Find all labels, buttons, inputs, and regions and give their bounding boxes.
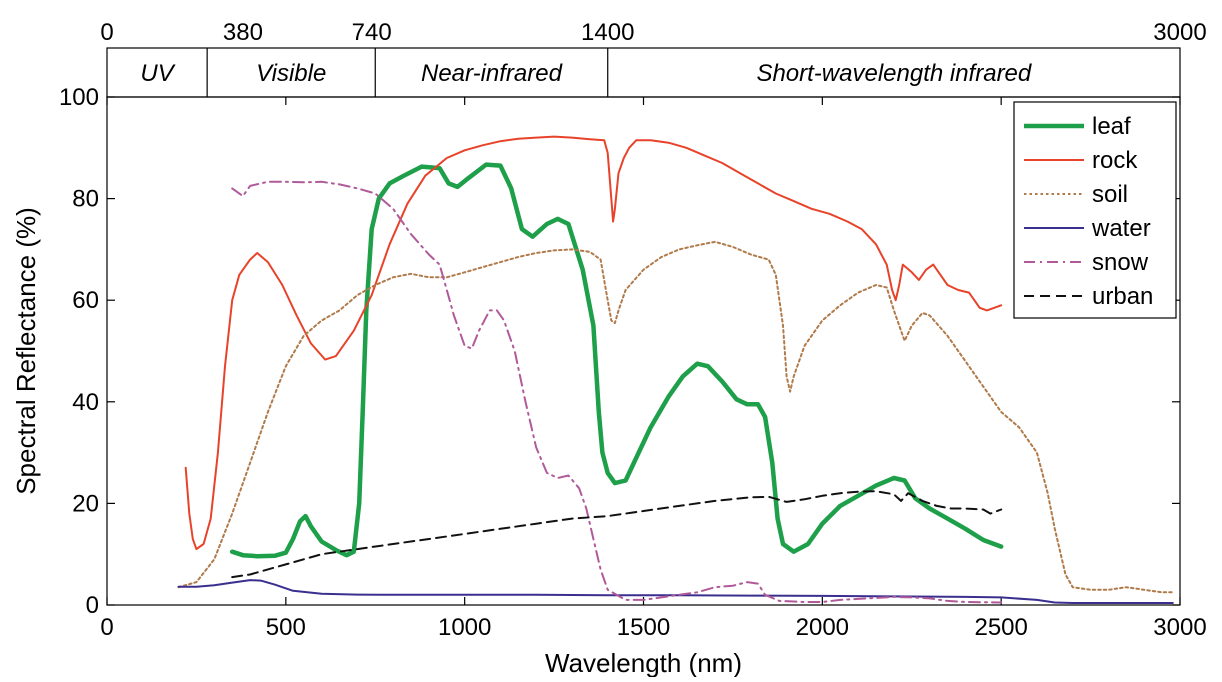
x-axis-label: Wavelength (nm) bbox=[545, 648, 742, 677]
series-line-rock bbox=[184, 135, 1003, 551]
axes: Spectral Reflectance (%) Wavelength (nm)… bbox=[11, 84, 1207, 678]
y-tick-label: 80 bbox=[72, 186, 99, 213]
legend-box bbox=[1013, 101, 1177, 319]
y-tick-label: 20 bbox=[72, 490, 99, 517]
y-tick-label: 60 bbox=[72, 287, 99, 314]
series-line-water bbox=[177, 579, 1174, 604]
x-tick-label: 3000 bbox=[1153, 614, 1206, 641]
legend-label-leaf: leaf bbox=[1092, 113, 1131, 140]
series-line-snow bbox=[231, 180, 1003, 604]
top-tick-label: 1400 bbox=[581, 19, 634, 46]
series-lines bbox=[177, 135, 1174, 604]
top-tick-label: 380 bbox=[223, 19, 263, 46]
x-tick-label: 1000 bbox=[438, 614, 491, 641]
y-tick-label: 40 bbox=[72, 389, 99, 416]
series-line-urban bbox=[231, 490, 1003, 579]
y-tick-label: 100 bbox=[59, 84, 99, 111]
x-tick-label: 0 bbox=[100, 614, 113, 641]
y-tick-label: 0 bbox=[86, 592, 99, 619]
legend-label-water: water bbox=[1091, 215, 1151, 242]
top-axis: 0 380 740 1400 3000 UV Visible Near-infrared Sho… bbox=[100, 19, 1207, 97]
legend-label-snow: snow bbox=[1092, 249, 1149, 276]
legend: leaf rock soil water snow urban bbox=[1013, 101, 1177, 319]
region-label-uv: UV bbox=[140, 60, 175, 87]
legend-label-soil: soil bbox=[1092, 181, 1128, 208]
y-axis-label: Spectral Reflectance (%) bbox=[11, 207, 41, 495]
legend-label-urban: urban bbox=[1092, 283, 1153, 310]
x-tick-label: 2000 bbox=[796, 614, 849, 641]
top-tick-label: 0 bbox=[100, 19, 113, 46]
legend-label-rock: rock bbox=[1092, 147, 1138, 174]
series-line-leaf bbox=[229, 162, 1004, 559]
x-tick-label: 500 bbox=[266, 614, 306, 641]
region-label-short-wavelength-infrared: Short-wavelength infrared bbox=[756, 60, 1031, 87]
top-tick-label: 740 bbox=[352, 19, 392, 46]
x-tick-label: 2500 bbox=[974, 614, 1027, 641]
series-line-soil bbox=[177, 240, 1174, 594]
x-tick-label: 1500 bbox=[617, 614, 670, 641]
region-label-visible: Visible bbox=[256, 60, 326, 87]
region-label-near-infrared: Near-infrared bbox=[421, 60, 563, 87]
top-tick-label: 3000 bbox=[1153, 19, 1206, 46]
